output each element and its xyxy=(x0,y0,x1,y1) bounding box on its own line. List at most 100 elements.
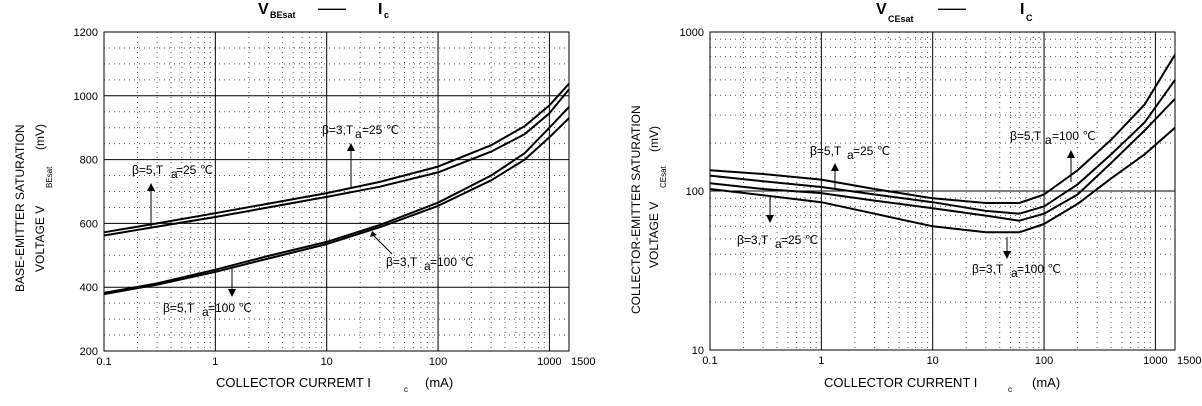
x-tick-label: 1000 xyxy=(537,356,561,368)
y-tick-label: 1000 xyxy=(680,27,704,39)
annotation-sub: a xyxy=(1045,133,1052,147)
annotation-text: β=5,T xyxy=(163,301,195,315)
y-axis-label-unit: (mV) xyxy=(33,124,47,150)
x-tick-label: 1500 xyxy=(1177,355,1201,367)
annotation-b5-25: β=5,T a =25 ℃ xyxy=(810,144,890,190)
series-line-4 xyxy=(709,126,1176,234)
x-tick-label: 1000 xyxy=(1143,355,1167,367)
series-line-4 xyxy=(103,106,570,294)
grid xyxy=(710,32,1175,350)
x-axis-label-text: COLLECTOR CURRENT I xyxy=(824,375,977,390)
chart-title-dash: —— xyxy=(318,0,346,16)
annotation-b3-100: β=3,T a =100 ℃ xyxy=(370,231,474,273)
y-tick-label: 10 xyxy=(692,345,704,357)
annotation-b3-25: β=3,T a =25 ℃ xyxy=(322,123,399,187)
chart-title-sub: CEsat xyxy=(888,14,914,24)
annotation-text: =100 ℃ xyxy=(208,301,252,315)
x-tick-label: 1 xyxy=(212,356,218,368)
plot-frame xyxy=(103,31,570,352)
annotation-arrowhead xyxy=(766,215,774,223)
y-tick-label: 800 xyxy=(80,155,98,167)
annotation-sub: a xyxy=(202,305,209,319)
series-line-2 xyxy=(709,79,1176,215)
annotation-sub: a xyxy=(355,127,362,141)
annotation-text: β=5,T xyxy=(132,163,164,177)
chart-title-sub: BEsat xyxy=(270,10,296,20)
annotation-arrowhead xyxy=(228,289,236,297)
y-axis-label-line2: VOLTAGE V xyxy=(33,206,47,272)
chart-title-rhs-sub: c xyxy=(384,10,389,20)
y-tick-label: 600 xyxy=(80,218,98,230)
y-tick-label: 100 xyxy=(686,186,704,198)
x-axis-label-sub: c xyxy=(404,385,408,394)
series-line-1 xyxy=(709,54,1176,204)
annotation-arrowhead xyxy=(147,183,155,191)
series-line-3 xyxy=(103,117,570,296)
y-axis-label: BASE-EMITTER SATURATION VOLTAGE V BEsat … xyxy=(13,124,54,292)
annotation-text: β=3,T xyxy=(737,233,769,247)
x-tick-label: 1500 xyxy=(571,356,595,368)
x-tick-label: 1 xyxy=(818,355,824,367)
chart-title-rhs: I xyxy=(1020,1,1024,18)
series-line-1 xyxy=(103,88,570,237)
y-axis-label-sub: BEsat xyxy=(45,166,54,188)
tick-labels: 0.1 1 10 100 1000 1500 10 100 1000 xyxy=(680,27,1202,367)
plot-frame xyxy=(709,31,1176,351)
x-axis-label-unit: (mA) xyxy=(425,375,453,390)
annotation-text: β=3,T xyxy=(322,123,354,137)
x-axis-label-sub: c xyxy=(1008,385,1012,394)
annotation-sub: a xyxy=(775,237,782,251)
y-axis-label-line1: COLLECTOR-EMITTER SATURATION xyxy=(629,105,643,314)
annotation-arrow xyxy=(372,234,393,255)
annotation-arrowhead xyxy=(1067,150,1075,158)
chart-vcesat: V CEsat —— I C 0.1 1 10 100 1000 1500 10 100 100… xyxy=(629,0,1201,394)
annotation-arrowhead xyxy=(831,163,839,171)
annotation-text: =25 ℃ xyxy=(362,123,399,137)
annotation-text: =25 ℃ xyxy=(853,144,890,158)
annotation-sub: a xyxy=(1011,266,1018,280)
x-tick-label: 100 xyxy=(429,356,447,368)
x-axis-label-unit: (mA) xyxy=(1032,375,1060,390)
annotation-arrowhead xyxy=(370,231,377,237)
chart-title-main: V xyxy=(258,1,269,18)
x-axis-label: COLLECTOR CURREMT I c (mA) xyxy=(216,375,453,394)
annotation-text: =25 ℃ xyxy=(176,163,213,177)
y-tick-label: 1200 xyxy=(74,27,98,39)
y-axis-label: COLLECTOR-EMITTER SATURATION VOLTAGE V C… xyxy=(629,105,668,314)
x-tick-label: 0.1 xyxy=(96,356,111,368)
annotation-text: β=3,T xyxy=(386,255,418,269)
annotation-text: β=5,T xyxy=(1010,129,1042,143)
curves xyxy=(709,54,1176,234)
annotation-b5-25: β=5,T a =25 ℃ xyxy=(132,163,213,228)
curves xyxy=(103,83,570,296)
x-tick-label: 10 xyxy=(321,356,333,368)
y-tick-label: 1000 xyxy=(74,91,98,103)
annotation-sub: a xyxy=(171,167,178,181)
x-tick-label: 100 xyxy=(1035,355,1053,367)
series-line-2 xyxy=(103,83,570,234)
x-axis-label-text: COLLECTOR CURREMT I xyxy=(216,375,371,390)
y-tick-label: 400 xyxy=(80,282,98,294)
tick-labels: 0.1 1 10 100 1000 1500 200 400 600 800 1000 1200 xyxy=(74,27,596,368)
chart-title-rhs-sub: C xyxy=(1026,13,1033,23)
series-line-3 xyxy=(709,98,1176,222)
annotation-sub: a xyxy=(424,259,431,273)
annotation-b5-100: β=5,T a =100 ℃ xyxy=(1010,129,1096,182)
annotation-text: =100 ℃ xyxy=(430,255,474,269)
annotation-text: =100 ℃ xyxy=(1017,262,1061,276)
x-tick-label: 0.1 xyxy=(702,355,717,367)
annotation-b3-25: β=3,T a =25 ℃ xyxy=(737,196,818,251)
y-axis-label-line2: VOLTAGE V xyxy=(647,202,661,268)
chart-title-main: V xyxy=(876,1,887,18)
annotation-arrowhead xyxy=(1003,251,1011,259)
x-tick-label: 10 xyxy=(927,355,939,367)
y-axis-label-unit: (mV) xyxy=(647,126,661,152)
grid xyxy=(104,32,569,351)
y-axis-label-sub: CEsat xyxy=(659,165,668,188)
annotation-arrowhead xyxy=(347,143,355,151)
chart-vbesat: V BEsat —— I c 0.1 1 10 100 1000 1500 200 400 60… xyxy=(13,0,595,394)
annotation-sub: a xyxy=(847,148,854,162)
chart-title-dash: —— xyxy=(938,0,966,16)
annotation-text: β=3,T xyxy=(972,262,1004,276)
